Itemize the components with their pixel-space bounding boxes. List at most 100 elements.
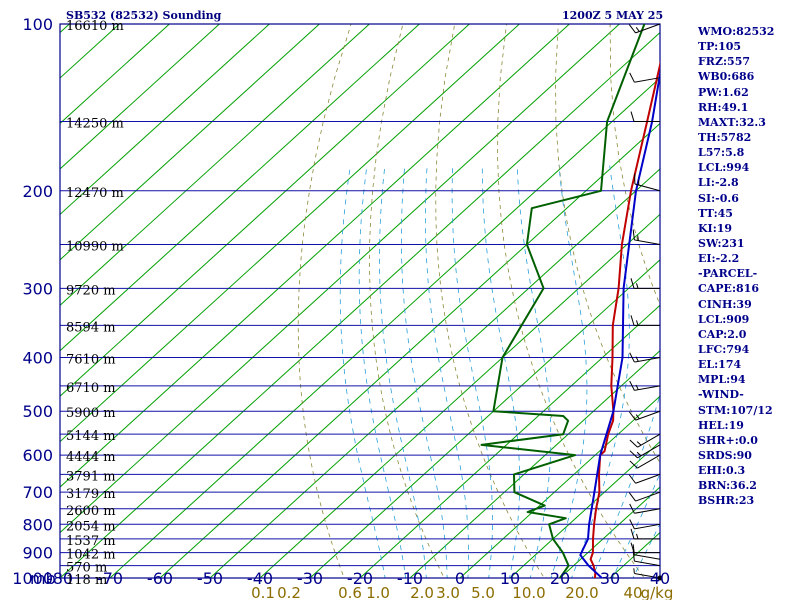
moist-adiabat: [516, 165, 552, 578]
mixing-ratio-label: 2.0: [410, 584, 434, 600]
mixing-ratio-label: 20.0: [565, 584, 598, 600]
index-item: MAXT:32.3: [698, 115, 766, 129]
isotherm-line: [60, 24, 370, 306]
mixing-ratio-label: 0.2: [277, 584, 301, 600]
index-item: SW:231: [698, 236, 745, 250]
isotherm-line: [309, 259, 660, 578]
dewpoint-profile: [480, 24, 646, 578]
height-label: 4444 m: [66, 450, 116, 465]
isotherm-line: [509, 440, 660, 578]
wind-barb: [630, 542, 660, 554]
moist-adiabat: [379, 165, 427, 578]
temperature-tick-label: 20: [550, 569, 570, 588]
wind-barb: [633, 568, 661, 579]
height-label: 8594 m: [66, 320, 116, 335]
temperature-profile: [589, 60, 660, 578]
wind-barb: [630, 278, 660, 289]
moist-adiabat: [550, 165, 588, 578]
moist-adiabat-lines: [339, 165, 660, 578]
index-item: STM:107/12: [698, 403, 773, 417]
dry-adiabat-lines: [297, 24, 660, 578]
isotherm-line: [60, 24, 570, 488]
wind-barb: [629, 454, 661, 469]
height-label: 16610 m: [66, 19, 124, 34]
dry-adiabat: [555, 24, 660, 464]
dry-adiabat: [435, 24, 545, 578]
height-label: 9720 m: [66, 283, 116, 298]
wind-barb: [630, 111, 660, 123]
wind-barb: [629, 519, 661, 530]
pressure-tick-label: 800: [22, 515, 53, 534]
isotherm-line: [60, 24, 170, 125]
mixing-ratio-label: 5.0: [471, 584, 495, 600]
index-item: PW:1.62: [698, 85, 749, 99]
valid-time: 1200Z 5 MAY 25: [562, 9, 664, 22]
moist-adiabat: [571, 165, 630, 578]
isotherm-line: [109, 77, 660, 578]
mixing-ratio-label: 1.0: [366, 584, 390, 600]
height-label: 5144 m: [66, 429, 116, 444]
height-label: 118 m: [66, 573, 107, 588]
temperature-tick-label: -80: [47, 569, 73, 588]
height-label: 12470 m: [66, 186, 124, 201]
isotherm-line: [60, 24, 320, 261]
index-item: -WIND-: [698, 388, 744, 402]
height-label: 1537 m: [66, 534, 116, 549]
temperature-tick-label: -60: [147, 569, 173, 588]
sounding-profiles: [480, 24, 660, 578]
dry-adiabat: [369, 24, 445, 578]
moist-adiabat: [451, 165, 493, 578]
dry-adiabat: [497, 24, 645, 578]
plot-border: [59, 23, 661, 579]
height-label: 6710 m: [66, 381, 116, 396]
wind-barb: [632, 229, 661, 245]
wind-barb: [630, 315, 660, 326]
index-item: FRZ:557: [698, 55, 751, 69]
wind-barb: [632, 544, 661, 560]
wind-barb: [632, 550, 661, 567]
index-item: RH:49.1: [698, 100, 749, 114]
temperature-tick-label: 0: [455, 569, 465, 588]
isotherm-line: [409, 350, 660, 578]
index-item: LFC:794: [698, 342, 750, 356]
pressure-unit-label: mb: [30, 569, 56, 588]
index-item: SI:-0.6: [698, 191, 739, 205]
index-item: BSHR:23: [698, 494, 755, 508]
isotherm-line: [60, 24, 470, 397]
temperature-tick-label: -10: [397, 569, 423, 588]
pressure-tick-label: 1000: [12, 569, 53, 588]
index-item: HEL:19: [698, 418, 744, 432]
wind-barb: [629, 72, 661, 83]
pressure-tick-label: 100: [22, 15, 53, 34]
mixing-ratio-label: 0.6: [338, 584, 362, 600]
isotherm-line: [60, 24, 270, 216]
temperature-tick-label: 40: [650, 569, 670, 588]
pressure-tick-label: 300: [22, 279, 53, 298]
index-item: MPL:94: [698, 373, 746, 387]
index-item: BRN:36.2: [698, 479, 757, 493]
height-label: 2054 m: [66, 519, 116, 534]
index-item: CAPE:816: [698, 282, 759, 296]
dry-adiabat: [297, 24, 352, 578]
mixing-ratio-label: 10.0: [512, 584, 545, 600]
pressure-tick-label: 500: [22, 402, 53, 421]
index-item: LI:-2.8: [698, 176, 739, 190]
pressure-tick-label: 700: [22, 483, 53, 502]
mixing-ratio-label: g/kg: [641, 584, 674, 600]
isotherm-line: [359, 304, 660, 578]
plot-frame: [59, 23, 661, 579]
pressure-tick-label: 900: [22, 544, 53, 563]
mixing-ratio-label: 0.1: [251, 584, 275, 600]
wind-barb: [629, 380, 661, 391]
index-item: EHI:0.3: [698, 464, 746, 478]
height-label: 2600 m: [66, 504, 116, 519]
pressure-tick-label: 200: [22, 182, 53, 201]
isotherm-line: [60, 24, 620, 534]
moist-adiabat: [339, 165, 386, 578]
moist-adiabat: [400, 165, 448, 578]
index-item: SHR+:0.0: [698, 433, 758, 447]
isotherm-line: [459, 395, 660, 578]
wind-barb: [629, 352, 661, 363]
isotherm-lines: [60, 24, 660, 578]
